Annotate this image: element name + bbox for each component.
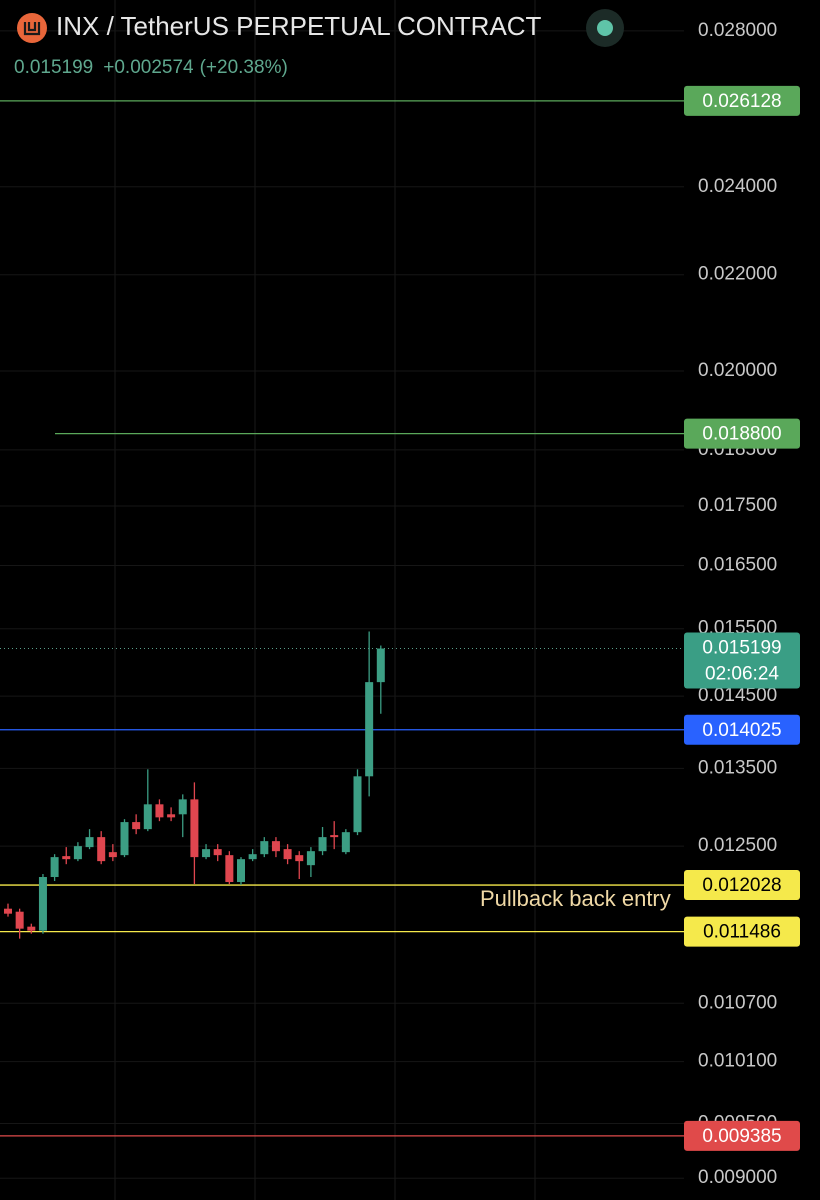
candle-body xyxy=(38,877,47,931)
level-label-box xyxy=(684,418,800,449)
candle-body xyxy=(50,857,59,878)
current-price-box xyxy=(684,632,800,689)
y-tick-label: 0.010700 xyxy=(698,992,777,1013)
candle-body xyxy=(353,776,362,833)
level-label: 0.026128 xyxy=(702,91,781,112)
level-label-box xyxy=(684,870,800,901)
candle-body xyxy=(167,814,176,818)
candle-body xyxy=(306,851,315,866)
levels xyxy=(0,100,684,1137)
candle-body xyxy=(15,911,24,929)
candle-body xyxy=(295,855,304,862)
coin-icon xyxy=(17,13,47,43)
annotation: Pullback back entry xyxy=(480,886,671,911)
candle-body xyxy=(73,846,82,860)
candle-body xyxy=(225,855,234,883)
candle-body xyxy=(318,837,327,852)
candle-body xyxy=(248,854,257,860)
grid xyxy=(0,30,684,1179)
y-tick-label: 0.016500 xyxy=(698,555,777,576)
candle-body xyxy=(132,822,141,830)
candle-body xyxy=(283,849,292,860)
y-tick-label: 0.028000 xyxy=(698,20,777,41)
level-label: 0.018800 xyxy=(702,424,781,445)
level-label: 0.014025 xyxy=(702,720,781,741)
candle-body xyxy=(237,859,245,883)
candle-body xyxy=(376,648,385,683)
candle-body xyxy=(178,799,187,815)
candle-body xyxy=(4,908,12,914)
y-tick-label: 0.022000 xyxy=(698,264,777,285)
header: INX / TetherUS PERPETUAL CONTRACT 0.0151… xyxy=(14,9,624,78)
candle-body xyxy=(120,822,129,856)
candle-body xyxy=(271,841,280,852)
candle-body xyxy=(155,804,164,818)
price-change: +0.002574 xyxy=(103,57,194,78)
countdown-label: 02:06:24 xyxy=(705,664,779,685)
level-label: 0.012028 xyxy=(702,875,781,896)
level-label-box xyxy=(684,714,800,745)
annotation-layer: Pullback back entry xyxy=(480,886,671,911)
level-label-box xyxy=(684,1120,800,1151)
vertical-grid xyxy=(114,0,536,1200)
candles xyxy=(4,631,385,939)
candle-body xyxy=(365,682,374,777)
coin-icon-glyph xyxy=(23,22,41,36)
level-label: 0.011486 xyxy=(703,922,781,943)
candle-body xyxy=(108,852,117,858)
y-tick-label: 0.010100 xyxy=(698,1051,777,1072)
chart-title: INX / TetherUS PERPETUAL CONTRACT xyxy=(56,11,542,41)
y-tick-label: 0.014500 xyxy=(698,685,777,706)
candle-body xyxy=(260,841,269,855)
last-price: 0.015199 xyxy=(14,57,93,78)
candle-body xyxy=(190,799,199,858)
candle-body xyxy=(85,837,94,848)
y-tick-label: 0.024000 xyxy=(698,176,777,197)
y-tick-label: 0.017500 xyxy=(698,495,777,516)
price-change-percent: (+20.38%) xyxy=(200,57,288,78)
level-label-box xyxy=(684,916,800,947)
y-tick-label: 0.012500 xyxy=(698,835,777,856)
price-labels: 0.026128 0.018800 0.014025 0.012028 0.011486… xyxy=(684,85,800,1151)
candle-body xyxy=(341,832,350,853)
y-tick-label: 0.020000 xyxy=(698,360,777,381)
candle-body xyxy=(213,849,222,856)
y-tick-label: 0.009000 xyxy=(698,1167,777,1188)
current-price-label: 0.015199 xyxy=(702,638,781,659)
y-tick-label: 0.013500 xyxy=(698,757,777,778)
candle-body xyxy=(330,835,339,838)
level-label-box xyxy=(684,85,800,116)
status-dot xyxy=(597,20,613,36)
candle-body xyxy=(143,804,152,830)
candle-body xyxy=(202,849,211,858)
candle-body xyxy=(62,856,71,860)
level-label: 0.009385 xyxy=(702,1126,781,1147)
candle-body xyxy=(97,837,106,862)
candle-body xyxy=(27,926,36,931)
